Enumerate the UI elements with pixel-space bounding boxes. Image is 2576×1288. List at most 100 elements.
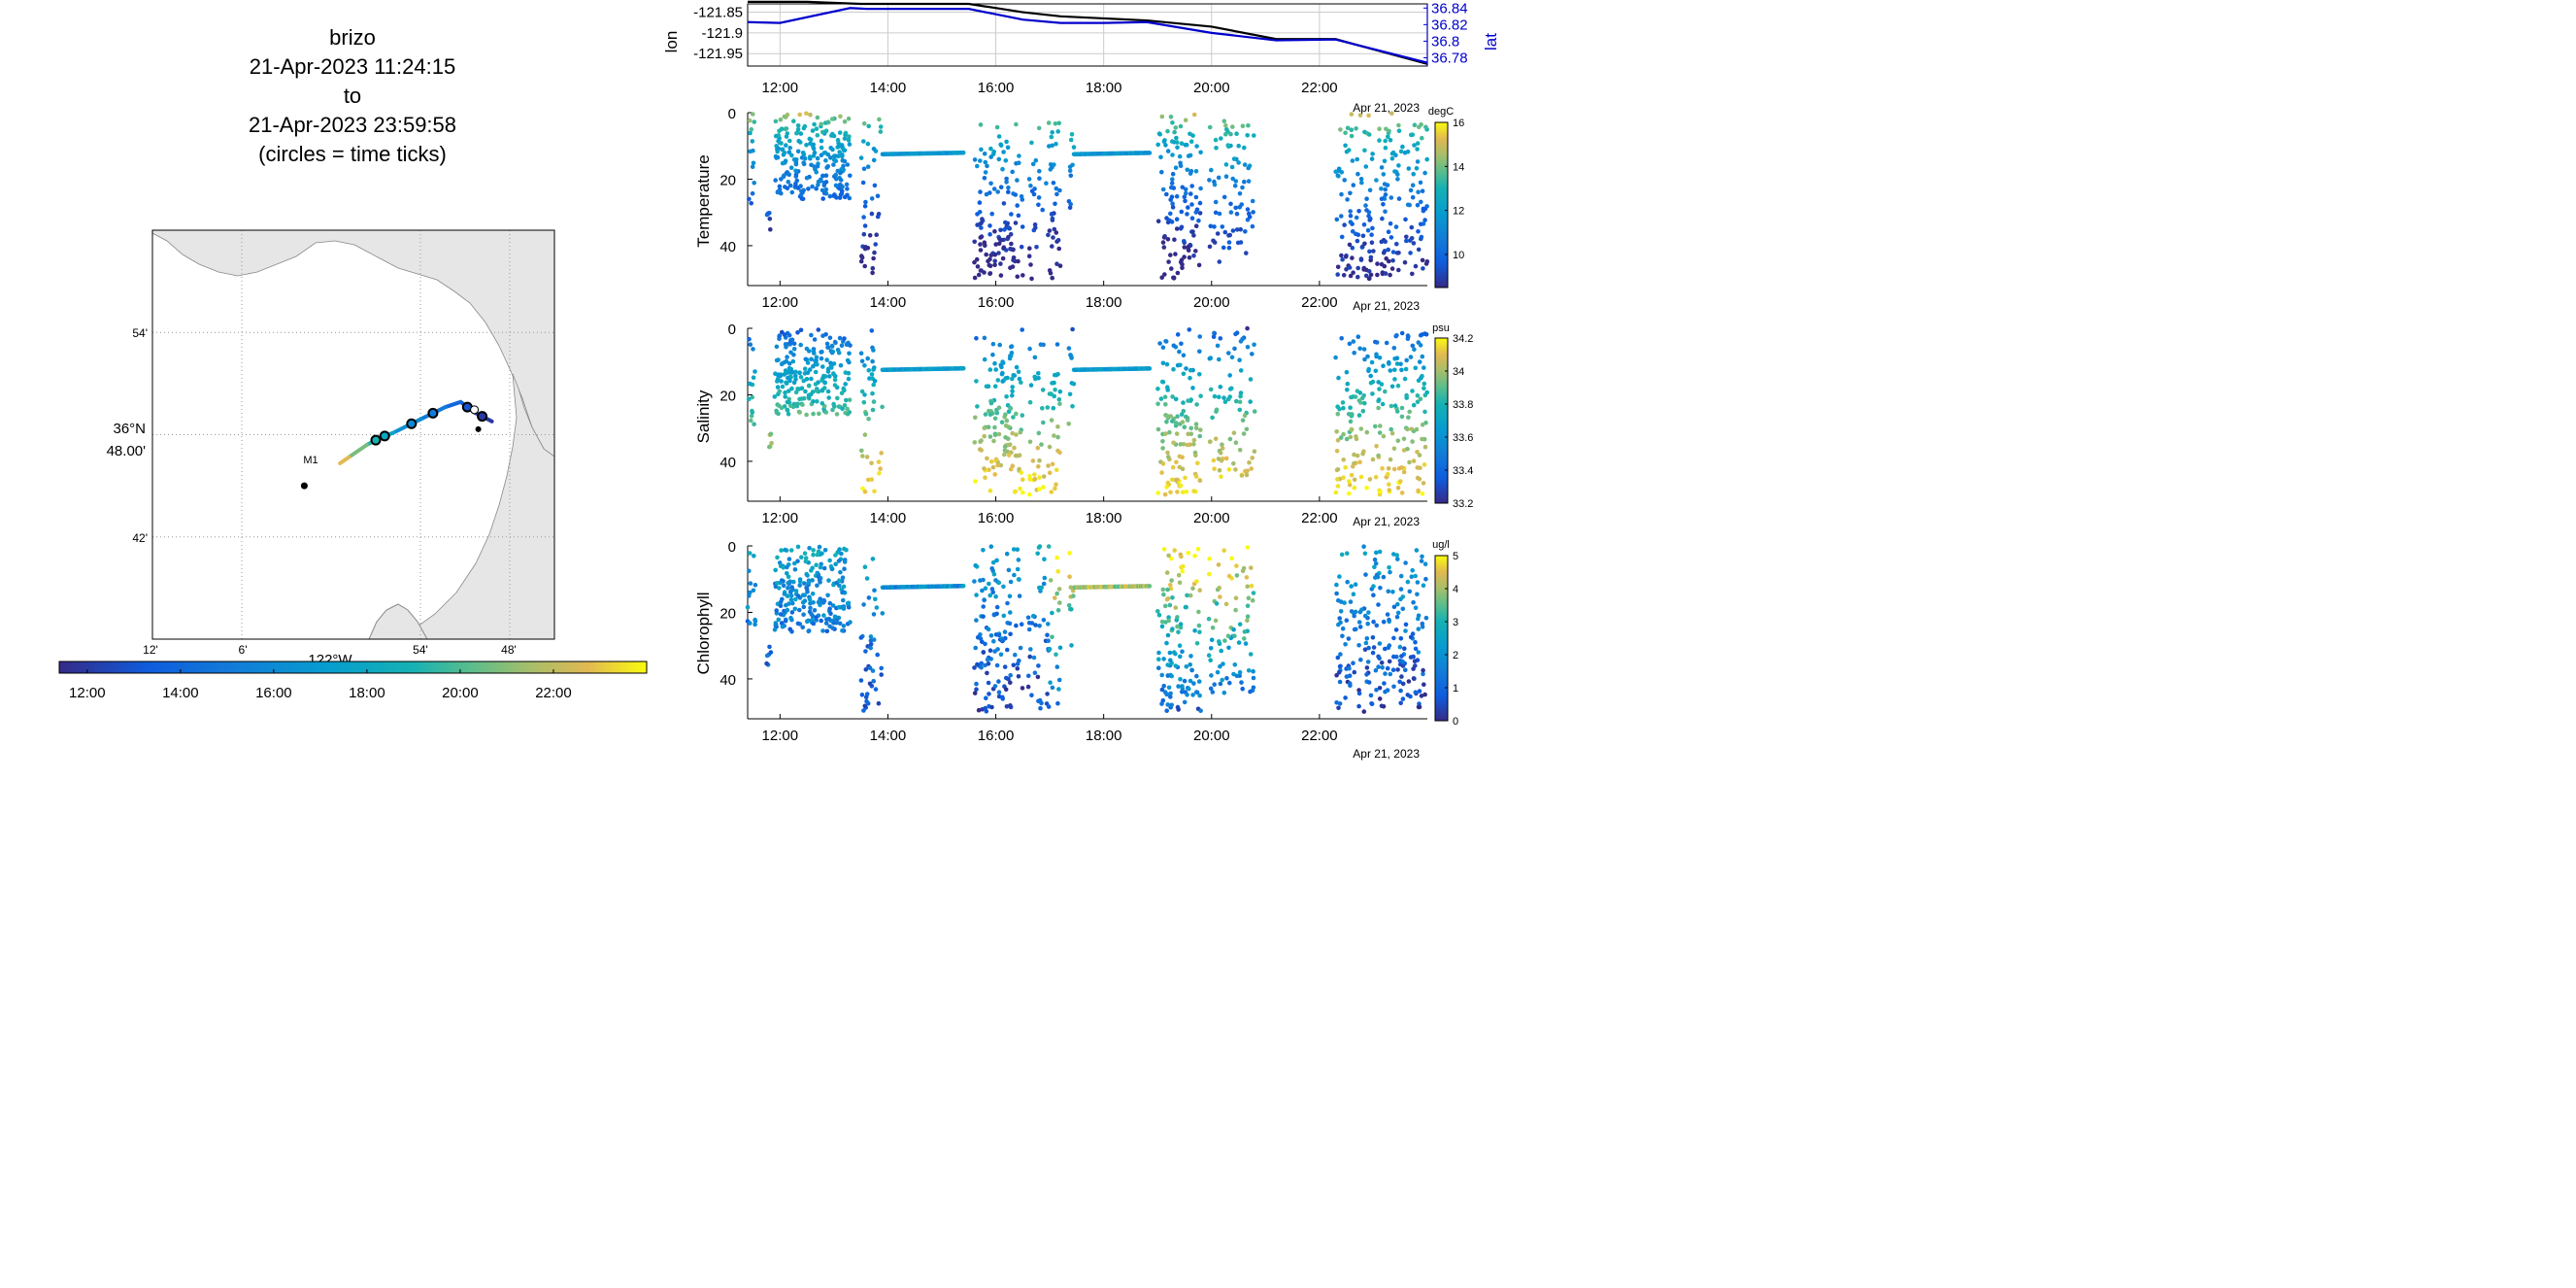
sal-point: [1381, 363, 1386, 369]
chl-point: [1169, 673, 1174, 679]
lonlat-grid: [748, 4, 1427, 66]
chl-point: [816, 549, 821, 555]
sal-point: [832, 404, 837, 409]
temp-point: [843, 130, 849, 136]
chl-point: [1376, 602, 1381, 607]
temp-point: [982, 240, 987, 245]
sal-point: [1019, 380, 1023, 386]
chl-point: [1030, 613, 1036, 619]
sal-point: [802, 371, 808, 376]
chl-point: [1162, 603, 1168, 609]
temp-point: [1411, 171, 1416, 177]
temp-point: [1020, 197, 1025, 202]
temp-point: [840, 153, 845, 159]
sal-point: [1377, 430, 1383, 435]
sal-point: [820, 364, 825, 369]
chl-point: [837, 578, 842, 583]
series-lat: [747, 7, 1428, 64]
temp-point: [1365, 227, 1371, 233]
chl-point: [1366, 680, 1372, 685]
chl-point: [974, 593, 979, 597]
chl-point: [1249, 565, 1254, 570]
chl-point: [998, 652, 1004, 658]
sal-point: [861, 399, 867, 405]
temp-point: [998, 227, 1003, 233]
chl-point: [1388, 569, 1392, 575]
sal-point: [837, 335, 843, 341]
chl-point: [1362, 647, 1368, 652]
lonlat-series: [747, 0, 1428, 65]
chl-point: [1363, 572, 1368, 577]
sal-point: [789, 386, 794, 391]
chl-point: [1046, 638, 1051, 643]
sal-point: [1410, 389, 1415, 393]
temp-point: [978, 189, 983, 194]
sal-point: [1233, 331, 1238, 337]
sal-point: [862, 432, 868, 437]
chl-point: [1368, 693, 1374, 698]
sal-point: [1170, 394, 1175, 399]
temp-point: [1049, 212, 1054, 217]
sal-point: [1180, 490, 1186, 495]
temp-point: [1349, 127, 1355, 132]
temp-point: [1413, 263, 1419, 269]
temp-point: [1354, 126, 1358, 131]
chl-point: [1240, 568, 1246, 574]
temp-point: [972, 275, 978, 281]
temp-point: [998, 185, 1004, 189]
temp-point: [1174, 226, 1180, 231]
chl-point: [1403, 667, 1408, 673]
sal-point: [1010, 430, 1015, 436]
chl-point: [1376, 664, 1381, 669]
chl-point: [1166, 615, 1171, 620]
chl-point: [747, 593, 752, 598]
temp-point: [1160, 240, 1166, 245]
temp-point: [1420, 188, 1425, 193]
chl-point: [1185, 593, 1189, 598]
sal-point: [1387, 488, 1392, 492]
chl-ytick-2: 40: [719, 672, 736, 689]
sal-point: [1345, 381, 1351, 387]
sal-point: [1053, 486, 1057, 491]
temp-point: [1221, 194, 1227, 200]
sal-point: [834, 412, 840, 417]
chl-point: [776, 617, 782, 623]
sal-point: [1336, 375, 1341, 381]
chl-point: [781, 565, 786, 570]
sal-point: [1036, 430, 1042, 436]
sal-point: [772, 394, 778, 399]
sal-point: [1383, 389, 1388, 394]
sal-point: [1155, 491, 1160, 495]
temp-point: [848, 173, 853, 179]
chl-point: [819, 618, 823, 624]
sal-point: [1003, 412, 1008, 418]
sal-point: [1374, 352, 1379, 357]
sal-point: [993, 367, 998, 372]
temp-point: [823, 157, 828, 163]
temp-point: [829, 117, 835, 121]
chl-colorbar: [1434, 555, 1449, 722]
sal-point: [840, 406, 845, 412]
sal-point: [1362, 356, 1367, 362]
temp-point: [861, 139, 866, 144]
temp-point: [1388, 220, 1393, 226]
sal-point: [1040, 406, 1045, 411]
temp-point: [795, 123, 801, 128]
chl-point: [1169, 578, 1174, 583]
temp-point: [1234, 211, 1240, 217]
temp-point: [845, 186, 850, 191]
temp-xtick-0: 12:00: [762, 294, 799, 311]
sal-point: [1188, 431, 1194, 437]
sal-point: [777, 403, 782, 409]
chl-point: [1365, 660, 1371, 664]
temp-point: [1247, 215, 1253, 220]
chl-point: [1050, 610, 1054, 616]
sal-point: [813, 369, 819, 375]
temp-point: [988, 181, 993, 186]
chl-point: [1413, 639, 1418, 645]
sal-point: [1165, 388, 1170, 392]
sal-point: [779, 379, 784, 384]
temp-point: [1355, 156, 1359, 162]
sal-point: [1018, 429, 1023, 435]
sal-point: [1159, 379, 1165, 385]
